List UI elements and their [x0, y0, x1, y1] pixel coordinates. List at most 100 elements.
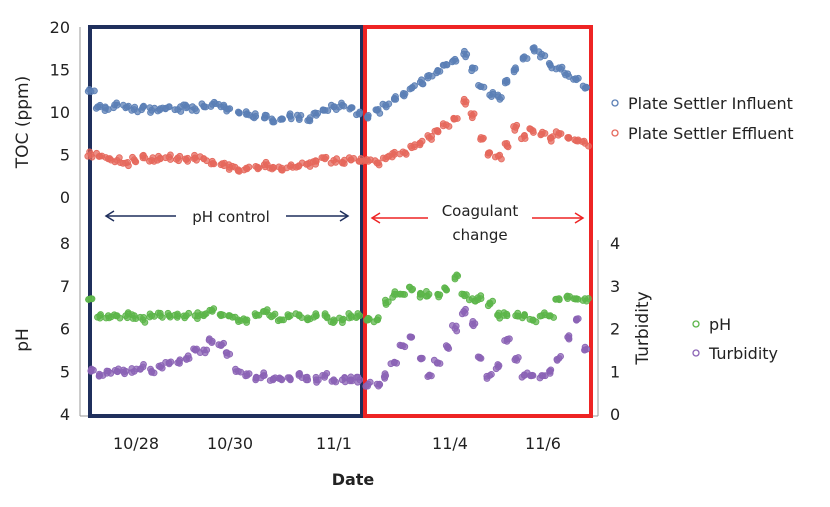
point-ph-23-2: [285, 313, 293, 321]
point-plate-settler-influent-34-1: [379, 100, 387, 108]
point-plate-settler-effluent-28-2: [327, 159, 335, 167]
point-turbidity-42-1: [453, 327, 461, 335]
point-turbidity-17-1: [232, 365, 239, 373]
point-plate-settler-influent-48-2: [501, 77, 509, 85]
point-plate-settler-influent-50-2: [519, 55, 527, 63]
point-ph-8-1: [154, 309, 162, 317]
point-plate-settler-effluent-5-1: [129, 153, 136, 161]
ph-control-label-bg: [176, 204, 286, 228]
point-turbidity-40-1: [436, 360, 444, 367]
point-turbidity-53-2: [546, 367, 553, 375]
legend-marker-turbidity: [692, 349, 700, 357]
legend-marker-plate-settler-effluent: [611, 129, 619, 137]
legend-label-plate-settler-effluent: Plate Settler Effluent: [628, 124, 794, 143]
point-plate-settler-effluent-29-2: [340, 160, 348, 167]
turbidity-axis-tick-3: 3: [610, 277, 620, 296]
legend-marker-ph: [692, 320, 700, 328]
point-plate-settler-effluent-52-2: [541, 129, 549, 137]
series-plate-settler-effluent: [84, 95, 592, 175]
point-plate-settler-effluent-48-2: [503, 139, 511, 147]
point-plate-settler-effluent-5-2: [132, 158, 140, 166]
point-plate-settler-influent-27-2: [319, 107, 327, 114]
point-ph-28-2: [329, 319, 337, 327]
x-axis-tick-10-30: 10/30: [207, 434, 253, 453]
point-plate-settler-influent-36-2: [400, 92, 408, 100]
point-turbidity-15-2: [220, 339, 228, 347]
point-turbidity-40-2: [430, 356, 438, 364]
point-plate-settler-effluent-11-2: [181, 155, 189, 163]
point-plate-settler-influent-0-1: [91, 87, 98, 95]
point-plate-settler-influent-32-2: [364, 113, 371, 121]
point-ph-56-2: [570, 295, 578, 303]
point-plate-settler-effluent-0-2: [86, 148, 93, 156]
point-plate-settler-influent-34-2: [385, 100, 393, 108]
point-ph-43-2: [462, 291, 470, 299]
point-plate-settler-influent-7-2: [146, 104, 154, 111]
point-ph-29-2: [338, 319, 346, 327]
point-ph-8-2: [158, 313, 166, 321]
point-ph-10-2: [174, 310, 181, 318]
point-plate-settler-influent-43-1: [462, 53, 470, 61]
point-plate-settler-effluent-47-1: [491, 153, 499, 161]
point-plate-settler-effluent-9-2: [166, 156, 174, 163]
turbidity-axis-tick-4: 4: [610, 234, 620, 253]
point-plate-settler-influent-55-1: [561, 69, 568, 77]
point-plate-settler-influent-13-2: [198, 100, 206, 108]
point-ph-13-2: [197, 311, 205, 319]
coagulant-label-bg: [428, 198, 532, 246]
point-plate-settler-influent-31-2: [353, 111, 360, 119]
legend-marker-plate-settler-influent: [611, 99, 619, 107]
point-plate-settler-effluent-8-2: [154, 156, 161, 164]
point-plate-settler-influent-20-2: [261, 111, 269, 119]
point-plate-settler-influent-9-2: [165, 103, 173, 110]
point-ph-14-2: [206, 306, 214, 314]
point-ph-51-2: [532, 318, 540, 326]
point-plate-settler-influent-22-2: [278, 115, 286, 123]
point-turbidity-44-2: [469, 322, 477, 330]
point-turbidity-47-2: [495, 362, 503, 369]
point-plate-settler-influent-14-2: [207, 103, 215, 110]
point-ph-15-2: [216, 311, 224, 318]
point-ph-34-2: [382, 301, 390, 308]
point-turbidity-16-2: [223, 349, 231, 357]
point-ph-40-2: [436, 291, 444, 299]
point-ph-11-2: [180, 312, 188, 320]
point-turbidity-8-2: [158, 364, 166, 372]
toc-axis-tick-15: 15: [50, 61, 70, 80]
point-turbidity-37-2: [407, 333, 415, 341]
x-axis-tick-10-28: 10/28: [113, 434, 159, 453]
point-plate-settler-effluent-18-2: [240, 166, 248, 174]
legend-label-plate-settler-influent: Plate Settler Influent: [628, 94, 793, 113]
point-plate-settler-effluent-26-2: [312, 157, 320, 165]
point-plate-settler-effluent-41-1: [445, 123, 453, 130]
ph-axis-tick-7: 7: [60, 277, 70, 296]
point-plate-settler-effluent-47-2: [497, 155, 505, 163]
point-plate-settler-effluent-2-1: [102, 154, 110, 161]
x-axis-title: Date: [332, 470, 375, 489]
point-plate-settler-effluent-22-2: [277, 166, 285, 174]
point-ph-31-2: [352, 314, 360, 322]
point-plate-settler-influent-51-2: [530, 44, 538, 52]
point-plate-settler-influent-30-2: [347, 104, 355, 112]
point-plate-settler-influent-24-2: [297, 112, 305, 119]
point-plate-settler-influent-23-2: [286, 110, 294, 118]
point-plate-settler-effluent-50-2: [521, 135, 529, 142]
point-turbidity-14-2: [208, 339, 216, 347]
point-turbidity-6-1: [136, 365, 144, 373]
point-ph-9-2: [164, 309, 172, 317]
point-plate-settler-effluent-33-2: [371, 157, 379, 165]
point-turbidity-4-2: [121, 370, 128, 378]
point-ph-27-2: [321, 310, 329, 318]
point-turbidity-57-2: [581, 343, 589, 351]
point-ph-21-2: [271, 310, 279, 318]
ph-control-arrowhead-right: [339, 210, 350, 222]
point-plate-settler-influent-38-2: [419, 80, 427, 88]
point-turbidity-27-2: [323, 369, 331, 377]
point-turbidity-7-2: [147, 365, 154, 373]
ph-axis-tick-4: 4: [60, 405, 70, 424]
point-ph-33-2: [374, 314, 382, 322]
point-turbidity-50-2: [518, 373, 526, 381]
point-plate-settler-influent-37-1: [406, 85, 414, 93]
point-plate-settler-effluent-10-2: [176, 152, 184, 160]
